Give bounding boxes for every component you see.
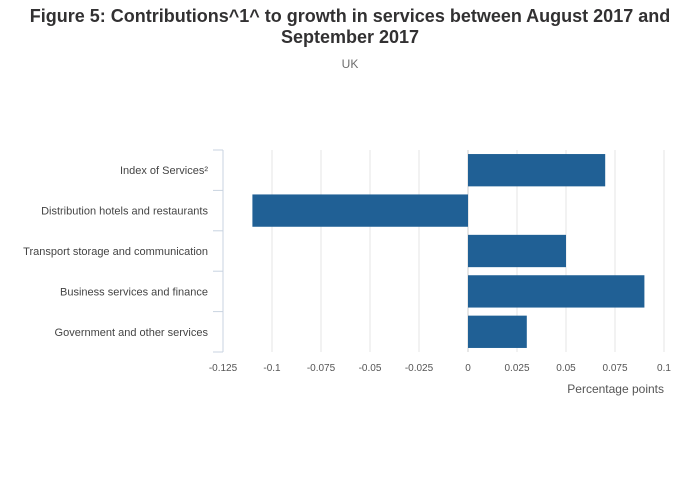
category-label: Transport storage and communication [23, 246, 208, 258]
bar[interactable] [468, 315, 527, 348]
x-tick-label: -0.1 [263, 363, 281, 374]
chart-subtitle: UK [341, 57, 359, 71]
x-tick-label: 0.025 [504, 363, 529, 374]
category-label: Distribution hotels and restaurants [41, 206, 208, 218]
bar[interactable] [252, 194, 468, 227]
bar[interactable] [468, 154, 606, 187]
x-tick-label: 0.1 [657, 363, 671, 374]
category-labels: Index of Services² Distribution hotels an… [23, 165, 208, 339]
category-label: Index of Services² [120, 165, 208, 177]
x-tick-label: 0.075 [602, 363, 627, 374]
chart-title: Figure 5: Contributions^1^ to growth in … [29, 6, 671, 47]
x-tick-labels: -0.125 -0.1 -0.075 -0.05 -0.025 0 0.025 0.05 0.0… [209, 363, 672, 374]
bar[interactable] [468, 275, 645, 308]
x-axis-title: Percentage points [567, 382, 664, 396]
category-label: Business services and finance [60, 286, 208, 298]
bars [252, 154, 645, 348]
category-label: Government and other services [55, 327, 209, 339]
x-tick-label: -0.05 [359, 363, 382, 374]
bar[interactable] [468, 234, 566, 268]
x-tick-label: -0.025 [405, 363, 434, 374]
x-tick-label: 0.05 [556, 363, 576, 374]
x-tick-label: 0 [465, 363, 471, 374]
x-tick-label: -0.075 [307, 363, 336, 374]
x-tick-label: -0.125 [209, 363, 238, 374]
